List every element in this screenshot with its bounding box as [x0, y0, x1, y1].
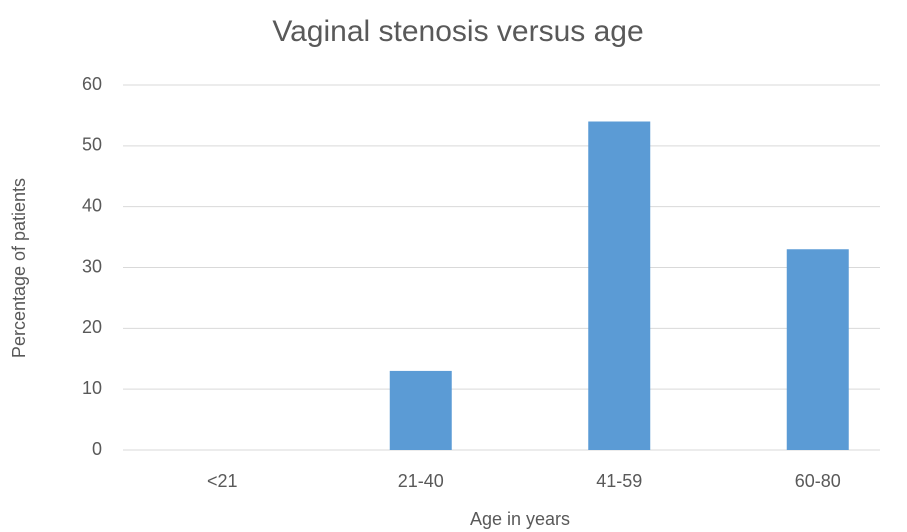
y-tick-label: 0 — [92, 439, 102, 459]
y-tick-label: 50 — [82, 135, 102, 155]
bar — [588, 121, 651, 450]
x-tick-label: 21-40 — [398, 471, 444, 491]
x-tick-label: <21 — [207, 471, 238, 491]
x-tick-label: 41-59 — [596, 471, 642, 491]
y-tick-label: 60 — [82, 74, 102, 94]
y-tick-label: 20 — [82, 317, 102, 337]
y-tick-label: 30 — [82, 256, 102, 276]
chart-title: Vaginal stenosis versus age — [272, 15, 643, 48]
y-tick-label: 10 — [82, 378, 102, 398]
x-tick-label: 60-80 — [795, 471, 841, 491]
bar — [389, 370, 452, 450]
x-axis-label: Age in years — [470, 509, 570, 529]
bar — [786, 249, 849, 450]
y-axis-label: Percentage of patients — [9, 178, 29, 358]
y-tick-label: 40 — [82, 195, 102, 215]
